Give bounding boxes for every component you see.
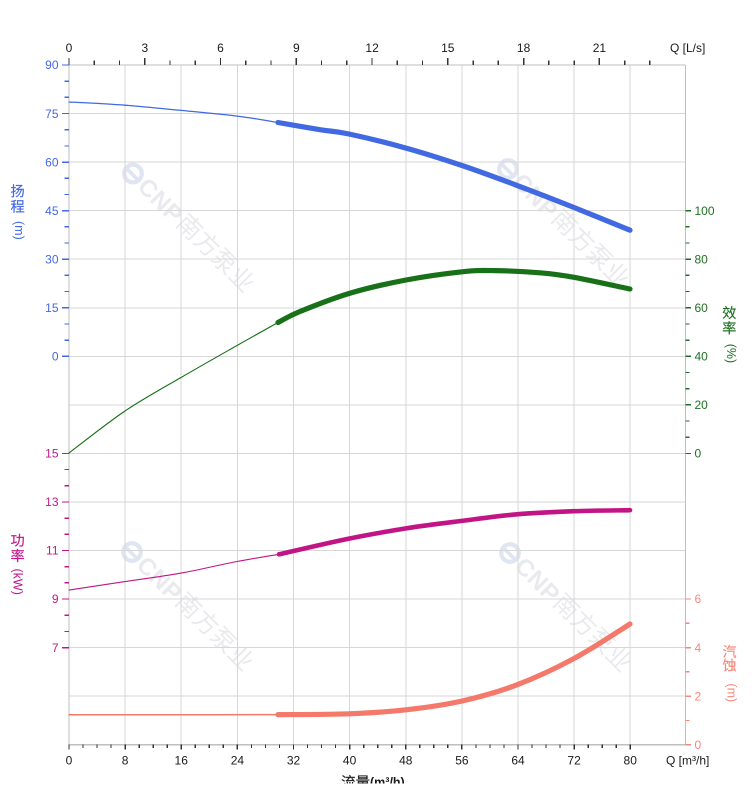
svg-text:0: 0 <box>695 738 702 752</box>
svg-text:45: 45 <box>45 204 59 218</box>
svg-text:90: 90 <box>45 58 59 72</box>
svg-text:48: 48 <box>399 754 413 768</box>
svg-text:Q [m³/h]: Q [m³/h] <box>666 754 709 768</box>
svg-text:(kW): (kW) <box>11 569 25 595</box>
svg-text:11: 11 <box>46 544 59 558</box>
svg-text:0: 0 <box>695 447 702 461</box>
svg-text:21: 21 <box>593 41 607 55</box>
svg-text:3: 3 <box>141 41 148 55</box>
svg-text:40: 40 <box>343 754 357 768</box>
svg-text:2: 2 <box>695 689 702 703</box>
svg-text:6: 6 <box>217 41 224 55</box>
svg-text:64: 64 <box>511 754 525 768</box>
svg-text:6: 6 <box>695 592 702 606</box>
svg-text:(m³/h): (m³/h) <box>370 776 405 790</box>
svg-text:12: 12 <box>365 41 379 55</box>
svg-text:60: 60 <box>45 155 59 169</box>
svg-text:0: 0 <box>52 350 59 364</box>
svg-text:4: 4 <box>695 641 702 655</box>
svg-text:32: 32 <box>287 754 301 768</box>
svg-text:(m): (m) <box>725 683 739 702</box>
svg-text:80: 80 <box>624 754 638 768</box>
svg-text:Q [L/s]: Q [L/s] <box>670 41 705 55</box>
svg-text:24: 24 <box>231 754 245 768</box>
svg-text:72: 72 <box>567 754 581 768</box>
svg-text:(m): (m) <box>12 221 26 240</box>
svg-text:15: 15 <box>45 447 59 461</box>
svg-text:0: 0 <box>66 754 73 768</box>
svg-text:7: 7 <box>52 641 59 655</box>
svg-text:(%): (%) <box>724 344 738 363</box>
svg-text:40: 40 <box>695 350 709 364</box>
svg-text:18: 18 <box>517 41 531 55</box>
svg-text:30: 30 <box>45 252 59 266</box>
svg-text:15: 15 <box>45 301 59 315</box>
svg-text:9: 9 <box>52 592 59 606</box>
svg-text:15: 15 <box>441 41 455 55</box>
svg-text:80: 80 <box>695 252 709 266</box>
svg-text:8: 8 <box>122 754 129 768</box>
svg-text:75: 75 <box>45 107 59 121</box>
svg-text:56: 56 <box>455 754 469 768</box>
svg-text:16: 16 <box>175 754 189 768</box>
svg-text:9: 9 <box>293 41 300 55</box>
svg-text:60: 60 <box>695 301 709 315</box>
svg-text:100: 100 <box>695 204 715 218</box>
svg-text:13: 13 <box>45 495 59 509</box>
svg-text:20: 20 <box>695 398 709 412</box>
svg-text:0: 0 <box>66 41 73 55</box>
